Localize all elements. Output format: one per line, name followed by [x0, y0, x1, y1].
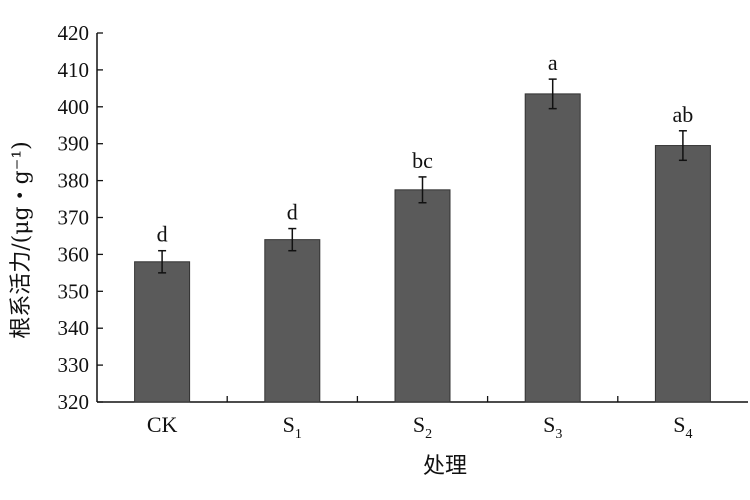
significance-label: d — [287, 200, 298, 225]
x-tick-label: S3 — [543, 412, 562, 442]
y-tick-label: 330 — [58, 353, 90, 377]
x-tick-label: S4 — [673, 412, 692, 442]
y-tick-label: 320 — [58, 390, 90, 414]
significance-label: ab — [673, 102, 694, 127]
x-tick-label: S1 — [283, 412, 302, 442]
y-axis-title: 根系活力/(μg・g⁻¹) — [9, 141, 34, 338]
axes: 320 330 340 350 360 370 380 390 400 410 420 — [58, 21, 748, 414]
y-tick-label: 360 — [58, 242, 90, 266]
significance-label: d — [157, 222, 168, 247]
y-tick-label: 380 — [58, 169, 90, 193]
bar — [134, 261, 191, 403]
bar — [654, 145, 711, 403]
y-tick-label: 340 — [58, 316, 90, 340]
bars — [134, 78, 711, 403]
y-tick-label: 350 — [58, 279, 90, 303]
y-tick-label: 370 — [58, 206, 90, 230]
y-tick-label: 400 — [58, 95, 90, 119]
y-tick-label: 410 — [58, 58, 90, 82]
bar — [394, 189, 451, 403]
significance-label: bc — [412, 148, 433, 173]
bar — [264, 239, 321, 403]
significance-label: a — [548, 50, 558, 75]
x-axis-title: 处理 — [423, 454, 467, 479]
y-tick-label: 420 — [58, 21, 90, 45]
labels: d CK d S1 bc S2 a S3 ab S4 — [147, 50, 693, 442]
bar — [524, 93, 581, 403]
x-tick-label: S2 — [413, 412, 432, 442]
x-tick-label: CK — [147, 412, 178, 437]
y-tick-label: 390 — [58, 132, 90, 156]
